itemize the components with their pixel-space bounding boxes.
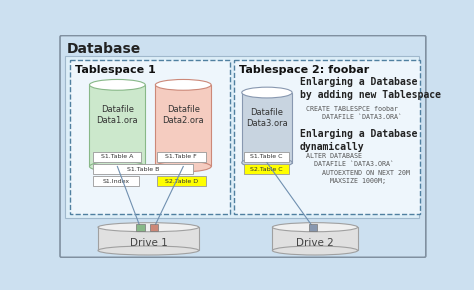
Ellipse shape bbox=[98, 246, 199, 255]
Bar bbox=[244, 164, 290, 174]
Bar bbox=[92, 164, 193, 174]
FancyBboxPatch shape bbox=[60, 36, 426, 257]
Text: Drive 1: Drive 1 bbox=[129, 238, 167, 248]
Text: Datafile
Data1.ora: Datafile Data1.ora bbox=[97, 104, 138, 125]
Bar bbox=[244, 152, 290, 162]
Text: S1.Table B: S1.Table B bbox=[127, 167, 159, 172]
Text: CREATE TABLESPCE foobar
    DATAFILE `DATA3.ORA`: CREATE TABLESPCE foobar DATAFILE `DATA3.… bbox=[306, 106, 401, 120]
Ellipse shape bbox=[90, 79, 145, 90]
Bar bbox=[92, 177, 139, 186]
Text: Datafile
Data3.ora: Datafile Data3.ora bbox=[246, 108, 288, 128]
Bar bbox=[90, 85, 145, 166]
Text: S2.Table D: S2.Table D bbox=[165, 179, 198, 184]
Bar bbox=[98, 227, 199, 251]
Text: Datafile
Data2.ora: Datafile Data2.ora bbox=[163, 104, 204, 125]
Text: S1.Table F: S1.Table F bbox=[165, 154, 197, 159]
Text: Tablespace 1: Tablespace 1 bbox=[75, 65, 155, 75]
Bar bbox=[155, 85, 211, 166]
Text: S2.Table C: S2.Table C bbox=[250, 167, 283, 172]
FancyBboxPatch shape bbox=[70, 60, 230, 214]
Bar bbox=[309, 224, 317, 231]
Bar bbox=[157, 152, 206, 162]
Ellipse shape bbox=[242, 157, 292, 168]
Ellipse shape bbox=[242, 87, 292, 98]
Ellipse shape bbox=[155, 161, 211, 172]
Text: S1.Table C: S1.Table C bbox=[250, 154, 283, 159]
Bar bbox=[92, 152, 141, 162]
Bar bbox=[150, 224, 158, 231]
Text: Tablespace 2: foobar: Tablespace 2: foobar bbox=[239, 65, 369, 75]
Text: S1.Table A: S1.Table A bbox=[101, 154, 133, 159]
Bar bbox=[273, 227, 357, 251]
Ellipse shape bbox=[98, 223, 199, 232]
Text: Database: Database bbox=[67, 42, 141, 56]
Ellipse shape bbox=[273, 223, 357, 232]
Bar bbox=[65, 56, 419, 218]
Text: ALTER DATABASE
  DATAFILE `DATA3.ORA`
    AUTOEXTEND ON NEXT 20M
      MAXSIZE 1: ALTER DATABASE DATAFILE `DATA3.ORA` AUTO… bbox=[306, 153, 410, 184]
Text: S1.Index: S1.Index bbox=[102, 179, 129, 184]
Ellipse shape bbox=[273, 246, 357, 255]
Text: Enlarging a Database
by adding new Tablespace: Enlarging a Database by adding new Table… bbox=[300, 77, 440, 100]
FancyBboxPatch shape bbox=[235, 60, 420, 214]
Bar bbox=[157, 177, 206, 186]
Ellipse shape bbox=[155, 79, 211, 90]
Text: Enlarging a Database
dynamically: Enlarging a Database dynamically bbox=[300, 129, 417, 152]
Bar bbox=[136, 224, 145, 231]
Bar bbox=[242, 93, 292, 163]
Text: Drive 2: Drive 2 bbox=[296, 238, 334, 248]
Ellipse shape bbox=[90, 161, 145, 172]
